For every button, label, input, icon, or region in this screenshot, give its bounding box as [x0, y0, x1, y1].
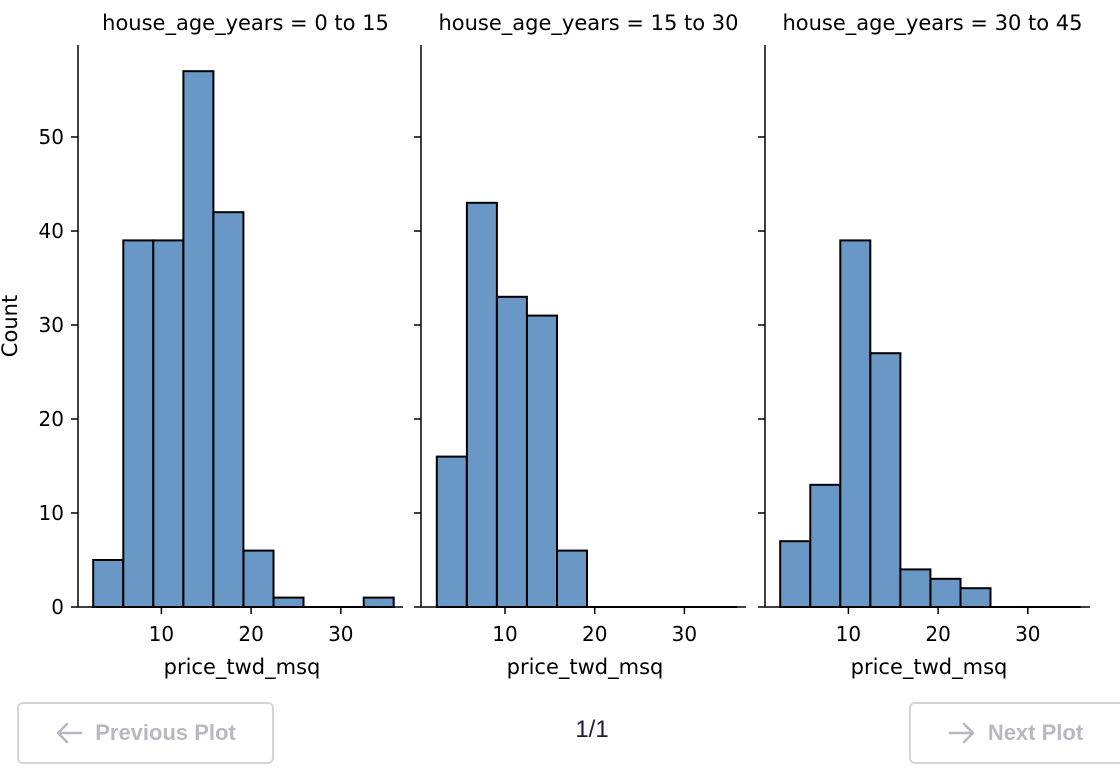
previous-plot-button[interactable]: Previous Plot: [17, 702, 274, 764]
x-tick-label: 30: [1015, 622, 1040, 646]
histogram-bar: [495, 295, 528, 608]
x-tick-label: 10: [492, 622, 517, 646]
x-tick-label: 20: [238, 622, 263, 646]
x-tick-label: 20: [925, 622, 950, 646]
page-indicator: 1/1: [575, 716, 609, 743]
panel-title: house_age_years = 15 to 30: [438, 11, 738, 36]
histogram-bar: [272, 596, 305, 608]
panel-title: house_age_years = 0 to 15: [102, 11, 389, 36]
y-axis-label: Count: [0, 295, 22, 357]
y-tick-label: 30: [39, 313, 64, 337]
panel-title: house_age_years = 30 to 45: [782, 11, 1082, 36]
arrow-right-icon: [948, 722, 976, 744]
histogram-bar: [839, 239, 872, 608]
previous-plot-label: Previous Plot: [95, 720, 236, 745]
histogram-bar: [182, 70, 215, 608]
chart-svg: 0 10 20 30 40 50 10 20 30 house_age_years = 0 to …: [0, 11, 1090, 680]
histogram-bar: [809, 483, 842, 608]
next-plot-label: Next Plot: [987, 720, 1084, 745]
histogram-bar: [959, 587, 992, 609]
x-tick-label: 30: [672, 622, 697, 646]
x-axis-label: price_twd_msq: [507, 655, 664, 680]
y-tick-label: 20: [39, 407, 64, 431]
x-axis-label: price_twd_msq: [851, 655, 1008, 680]
facet-histogram-chart: 0 10 20 30 40 50 10 20 30 house_age_years = 0 to …: [0, 11, 1090, 680]
x-tick-label: 10: [836, 622, 861, 646]
histogram-bar: [526, 314, 558, 608]
histogram-bar: [212, 211, 245, 608]
x-tick-label: 10: [149, 622, 174, 646]
y-tick-label: 10: [39, 501, 64, 525]
histogram-bar: [122, 239, 155, 608]
y-tick-label: 0: [51, 595, 64, 619]
histogram-bar: [152, 239, 185, 608]
histogram-bar: [242, 549, 275, 608]
histogram-bar: [465, 201, 498, 609]
x-tick-label: 30: [328, 622, 353, 646]
histogram-bar: [362, 596, 395, 608]
facet-panel-3: 10 20 30 house_age_years = 30 to 45 price_tw…: [758, 11, 1090, 680]
histogram-bar: [435, 455, 468, 608]
x-tick-label: 20: [582, 622, 607, 646]
y-tick-label: 40: [39, 219, 64, 243]
histogram-bar: [556, 549, 588, 608]
histogram-bar: [869, 352, 902, 609]
histogram-bar: [92, 559, 125, 608]
histogram-bar: [929, 577, 962, 608]
arrow-left-icon: [55, 722, 83, 744]
facet-panel-1: 0 10 20 30 40 50 10 20 30 house_age_years = 0 to …: [39, 11, 403, 680]
y-tick-label: 50: [39, 125, 64, 149]
next-plot-button[interactable]: Next Plot: [909, 702, 1120, 764]
histogram-bar: [899, 568, 932, 609]
histogram-bar: [779, 540, 812, 609]
x-axis-label: price_twd_msq: [164, 655, 321, 680]
facet-panel-2: 10 20 30 house_age_years = 15 to 30 price_tw…: [414, 11, 746, 680]
